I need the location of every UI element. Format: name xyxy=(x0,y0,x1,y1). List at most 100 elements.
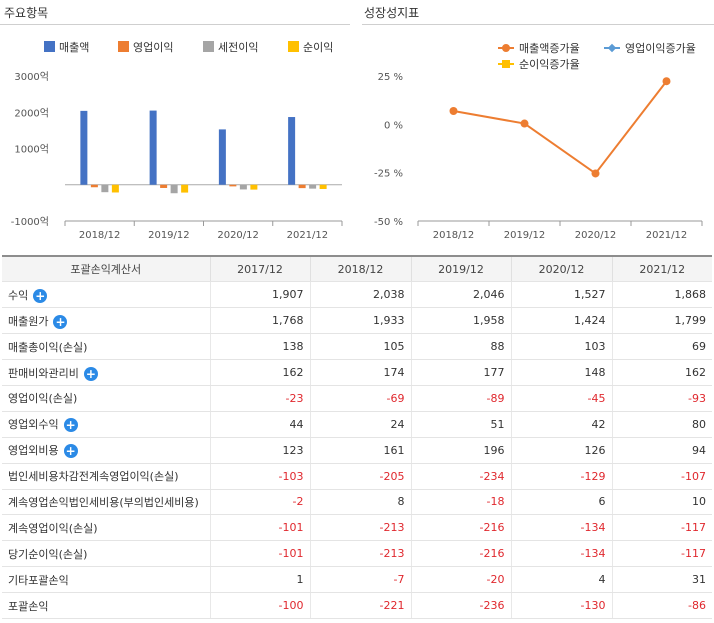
row-label-cell: 영업외수익 + xyxy=(2,411,210,438)
value-cell: -216 xyxy=(410,540,511,568)
table-row: 수익 +1,907 2,038 2,046 1,527 1,868 xyxy=(2,281,712,309)
row-label-cell: 계속영업손익법인세비용(부의법인세비용) xyxy=(2,489,210,516)
value-cell: 6 xyxy=(510,489,612,516)
y-tick-label-3: -25 % xyxy=(374,169,403,180)
expand-plus-icon[interactable]: + xyxy=(83,366,98,381)
value-cell: -213 xyxy=(309,514,411,542)
value-cell: 42 xyxy=(510,411,612,438)
value-cell: -213 xyxy=(309,540,411,568)
value-cell: 162 xyxy=(209,359,310,386)
value-cell: -86 xyxy=(611,592,712,619)
row-label: 영업이익(손실) xyxy=(8,392,78,406)
bar-3-1 xyxy=(101,184,109,193)
bar-3-3 xyxy=(239,184,247,190)
value-cell: 1,527 xyxy=(510,281,612,309)
x-tick-label-4: 2021/12 xyxy=(287,230,329,241)
value-cell: 196 xyxy=(410,437,511,464)
value-cell: 1,868 xyxy=(611,281,712,309)
legend-label-2: 영업이익증가율 xyxy=(625,42,696,55)
value-cell: -101 xyxy=(209,514,310,542)
row-label-cell: 수익 + xyxy=(2,281,210,309)
header-year-1: 2017/12 xyxy=(209,255,310,283)
value-cell: -20 xyxy=(410,566,511,594)
bar-4-3 xyxy=(250,184,258,190)
value-cell: -134 xyxy=(510,514,612,542)
y-tick-label-1: 3000억 xyxy=(14,71,49,83)
value-cell: -100 xyxy=(209,592,310,619)
value-cell: -45 xyxy=(510,385,612,412)
legend-swatch-2 xyxy=(118,41,129,52)
expand-plus-icon[interactable]: + xyxy=(33,288,48,303)
value-cell: -130 xyxy=(510,592,612,619)
row-label: 수익 xyxy=(8,288,29,302)
legend-label-3: 순이익증가율 xyxy=(519,58,580,71)
value-cell: 1,958 xyxy=(410,307,511,335)
row-label-cell: 판매비와관리비 + xyxy=(2,359,210,386)
table-row: 포괄손익 -100 -221 -236 -130 -86 xyxy=(2,592,712,619)
income-statement-table: 포괄손익계산서 2017/12 2018/12 2019/12 2020/12 2021/… xyxy=(2,255,712,619)
bar-1-2 xyxy=(149,110,157,185)
value-cell: -7 xyxy=(309,566,411,594)
row-label: 영업외수익 xyxy=(8,418,59,432)
header-statement: 포괄손익계산서 xyxy=(2,255,210,283)
bar-1-4 xyxy=(288,117,296,185)
table-row: 계속영업손익법인세비용(부의법인세비용) -2 8 -18 6 10 xyxy=(2,489,712,516)
point-1-1 xyxy=(449,106,458,115)
expand-plus-icon[interactable]: + xyxy=(53,314,68,329)
value-cell: 69 xyxy=(611,333,712,361)
header-year-3: 2019/12 xyxy=(410,255,511,283)
row-label-cell: 포괄손익 xyxy=(2,592,210,619)
right-panel-title: 성장성지표 xyxy=(364,6,420,20)
value-cell: 44 xyxy=(209,411,310,438)
row-label: 계속영업이익(손실) xyxy=(8,521,98,535)
row-label-cell: 법인세비용차감전계속영업이익(손실) xyxy=(2,463,210,490)
value-cell: -117 xyxy=(611,540,712,568)
value-cell: 162 xyxy=(611,359,712,386)
bar-4-2 xyxy=(181,184,189,193)
value-cell: -93 xyxy=(611,385,712,412)
value-cell: -101 xyxy=(209,540,310,568)
value-cell: -18 xyxy=(410,489,511,516)
table-row: 매출원가 +1,768 1,933 1,958 1,424 1,799 xyxy=(2,307,712,335)
value-cell: 123 xyxy=(209,437,310,464)
value-cell: -69 xyxy=(309,385,411,412)
table-row: 영업외수익 +44 24 51 42 80 xyxy=(2,411,712,438)
table-row: 법인세비용차감전계속영업이익(손실) -103 -205 -234 -129 -107 xyxy=(2,463,712,490)
expand-plus-icon[interactable]: + xyxy=(63,418,78,433)
row-label-cell: 계속영업이익(손실) xyxy=(2,514,210,542)
value-cell: 161 xyxy=(309,437,411,464)
bar-2-1 xyxy=(90,184,98,188)
y-tick-label-2: 2000억 xyxy=(14,107,49,119)
expand-plus-icon[interactable]: + xyxy=(63,444,78,459)
table-row: 영업외비용 +123 161 196 126 94 xyxy=(2,437,712,464)
point-1-4 xyxy=(662,77,671,86)
value-cell: 31 xyxy=(611,566,712,594)
y-tick-label-1: 25 % xyxy=(378,72,403,83)
legend-label-3: 세전이익 xyxy=(218,41,258,54)
row-label-cell: 영업외비용 + xyxy=(2,437,210,464)
table-row: 당기순이익(손실) -101 -213 -216 -134 -117 xyxy=(2,540,712,568)
bar-2-3 xyxy=(229,184,237,187)
table-row: 기타포괄손익 1 -7 -20 4 31 xyxy=(2,566,712,594)
table-row: 계속영업이익(손실) -101 -213 -216 -134 -117 xyxy=(2,514,712,542)
legend-label-1: 매출액 xyxy=(59,41,89,54)
legend-label-4: 순이익 xyxy=(303,41,333,54)
bar-3-4 xyxy=(309,184,317,189)
bar-1-3 xyxy=(218,129,226,185)
table-header-row: 포괄손익계산서 2017/12 2018/12 2019/12 2020/12 2021/… xyxy=(2,255,712,283)
value-cell: -205 xyxy=(309,463,411,490)
x-tick-label-3: 2020/12 xyxy=(575,230,617,241)
value-cell: 10 xyxy=(611,489,712,516)
value-cell: -23 xyxy=(209,385,310,412)
row-label: 기타포괄손익 xyxy=(8,573,69,587)
x-tick-label-2: 2019/12 xyxy=(504,230,546,241)
x-tick-label-3: 2020/12 xyxy=(217,230,259,241)
table-row: 매출총이익(손실) 138 105 88 103 69 xyxy=(2,333,712,361)
row-label: 매출총이익(손실) xyxy=(8,340,88,354)
legend-label-2: 영업이익 xyxy=(133,41,173,54)
header-year-2: 2018/12 xyxy=(309,255,411,283)
value-cell: 4 xyxy=(510,566,612,594)
value-cell: -2 xyxy=(209,489,310,516)
row-label: 판매비와관리비 xyxy=(8,366,79,380)
